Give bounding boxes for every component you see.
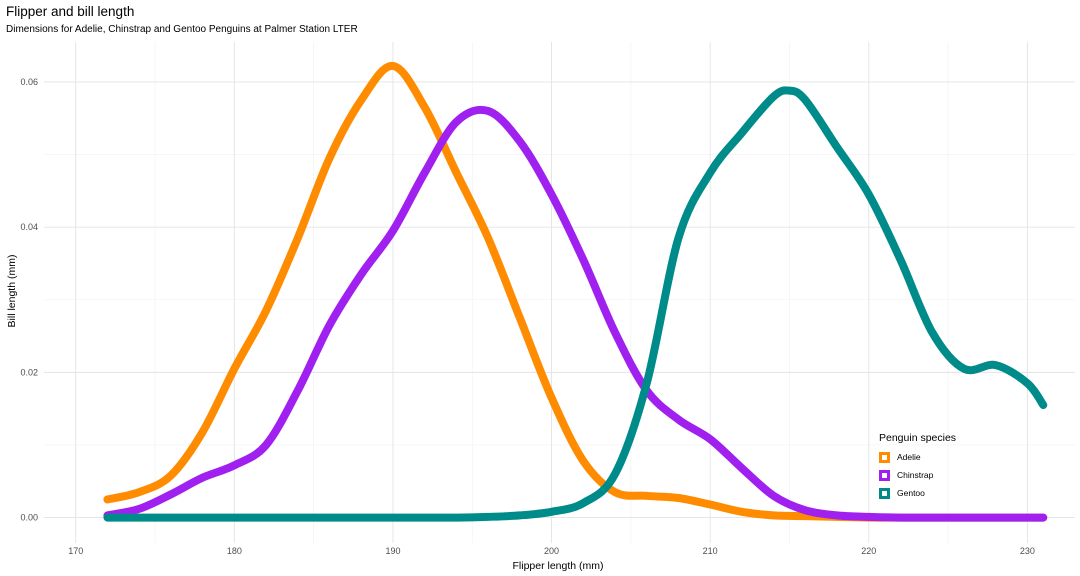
chart-title: Flipper and bill length — [6, 4, 135, 19]
series-lines — [103, 61, 1048, 522]
y-tick-label: 0.06 — [20, 77, 38, 87]
legend-title: Penguin species — [879, 432, 957, 444]
legend-item-gentoo: Gentoo — [879, 484, 956, 502]
x-tick-label: 200 — [544, 546, 559, 556]
legend-label-gentoo: Gentoo — [897, 488, 925, 498]
x-tick-label: 180 — [227, 546, 242, 556]
legend-key-adelie — [879, 451, 890, 463]
y-axis-ticks: 0.00 0.02 0.04 0.06 — [20, 77, 38, 523]
legend-key-gentoo — [879, 487, 890, 499]
legend-item-chinstrap: Chinstrap — [879, 466, 956, 484]
legend-key-chinstrap — [879, 469, 890, 481]
x-tick-label: 210 — [703, 546, 718, 556]
x-tick-label: 170 — [68, 546, 83, 556]
y-tick-label: 0.00 — [20, 513, 38, 523]
y-axis-title: Bill length (mm) — [6, 255, 18, 328]
x-tick-label: 230 — [1020, 546, 1035, 556]
x-tick-label: 190 — [385, 546, 400, 556]
x-axis-title: Flipper length (mm) — [512, 560, 603, 572]
x-tick-label: 220 — [861, 546, 876, 556]
legend-label-adelie: Adelie — [897, 452, 921, 462]
legend: Penguin species Adelie Chinstrap Gentoo — [879, 432, 956, 502]
y-tick-label: 0.02 — [20, 367, 38, 377]
legend-label-chinstrap: Chinstrap — [897, 470, 934, 480]
series-line-gentoo — [103, 86, 1048, 522]
series-line-chinstrap — [103, 105, 1048, 522]
y-tick-label: 0.04 — [20, 222, 38, 232]
chart-subtitle: Dimensions for Adelie, Chinstrap and Gen… — [6, 24, 358, 35]
legend-item-adelie: Adelie — [879, 448, 956, 466]
x-axis-ticks: 170 180 190 200 210 220 230 — [68, 546, 1035, 556]
